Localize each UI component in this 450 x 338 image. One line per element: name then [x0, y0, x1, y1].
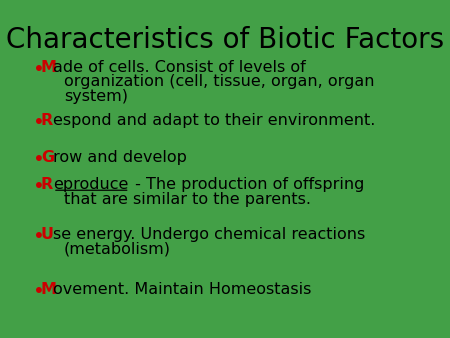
Text: organization (cell, tissue, organ, organ: organization (cell, tissue, organ, organ: [64, 74, 374, 89]
Text: ade of cells. Consist of levels of: ade of cells. Consist of levels of: [53, 59, 306, 74]
Text: M: M: [41, 282, 57, 297]
Text: that are similar to the parents.: that are similar to the parents.: [64, 192, 311, 207]
Text: system): system): [64, 89, 128, 104]
Text: G: G: [41, 150, 54, 165]
Text: •: •: [33, 282, 45, 301]
Text: •: •: [33, 113, 45, 132]
Text: R: R: [41, 113, 53, 128]
Text: ovement. Maintain Homeostasis: ovement. Maintain Homeostasis: [53, 282, 311, 297]
Text: •: •: [33, 59, 45, 78]
Text: row and develop: row and develop: [53, 150, 187, 165]
Text: Characteristics of Biotic Factors: Characteristics of Biotic Factors: [6, 26, 444, 54]
Text: •: •: [33, 150, 45, 169]
Text: •: •: [33, 177, 45, 196]
Text: U: U: [41, 227, 54, 242]
Text: espond and adapt to their environment.: espond and adapt to their environment.: [53, 113, 375, 128]
Text: •: •: [33, 227, 45, 246]
Text: - The production of offspring: - The production of offspring: [130, 177, 364, 192]
Text: R: R: [41, 177, 53, 192]
Text: eproduce: eproduce: [53, 177, 128, 192]
Text: se energy. Undergo chemical reactions: se energy. Undergo chemical reactions: [53, 227, 365, 242]
Text: (metabolism): (metabolism): [64, 242, 171, 257]
Text: M: M: [41, 59, 57, 74]
